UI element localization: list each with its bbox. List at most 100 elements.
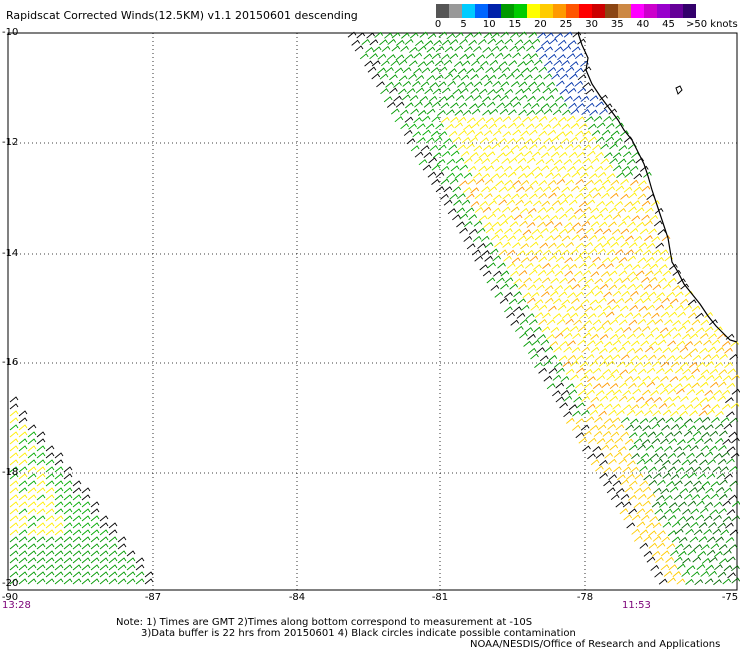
wind-barb	[568, 214, 577, 221]
wind-barb	[438, 66, 448, 73]
wind-barb	[674, 355, 683, 362]
wind-barb	[670, 346, 680, 353]
wind-barb	[628, 382, 637, 389]
wind-barb	[654, 571, 663, 578]
wind-barb	[515, 199, 524, 206]
wind-barb	[608, 270, 618, 277]
wind-barb	[526, 45, 535, 52]
wind-barb	[509, 221, 519, 228]
wind-barb	[495, 180, 504, 187]
wind-barb	[686, 452, 695, 459]
wind-barb	[90, 522, 100, 529]
wind-barb	[695, 327, 705, 334]
wind-barb	[496, 102, 505, 109]
wind-barb	[643, 474, 652, 481]
wind-barb	[709, 556, 718, 563]
wind-barb	[582, 332, 592, 339]
lon-label: -81	[431, 592, 449, 603]
wind-barb	[590, 396, 600, 403]
wind-barb	[504, 179, 513, 186]
wind-barb	[579, 186, 588, 193]
wind-barb	[588, 136, 597, 143]
wind-barb	[575, 382, 584, 389]
wind-barb	[656, 417, 666, 424]
wind-barb	[686, 374, 695, 381]
wind-barb	[538, 66, 548, 73]
wind-barb	[627, 283, 636, 290]
wind-barb	[552, 122, 562, 129]
wind-barb	[435, 74, 444, 81]
wind-barb	[36, 522, 46, 529]
wind-barb	[471, 108, 481, 115]
wind-barb	[9, 501, 19, 508]
wind-barb	[718, 369, 728, 376]
wind-barb	[381, 45, 391, 52]
wind-barb	[585, 290, 595, 297]
wind-barb	[673, 556, 683, 563]
wind-barb	[682, 557, 691, 564]
wind-barb	[599, 333, 609, 340]
wind-barb	[347, 31, 357, 38]
wind-barb	[460, 74, 470, 81]
wind-barb	[545, 94, 555, 101]
wind-barb	[564, 257, 573, 264]
wind-barb	[651, 236, 661, 243]
wind-barb	[590, 285, 600, 292]
wind-barb	[90, 564, 100, 571]
wind-barb	[687, 549, 697, 556]
wind-barb	[426, 108, 436, 115]
colorbar-label: 45	[662, 19, 675, 30]
wind-barb	[533, 277, 542, 284]
wind-barb	[479, 200, 488, 207]
wind-barb	[9, 529, 19, 536]
wind-barb	[398, 59, 408, 66]
wind-barb	[81, 571, 91, 578]
wind-barb	[570, 185, 580, 192]
wind-barb	[660, 488, 670, 495]
wind-barb	[594, 278, 604, 285]
wind-barb	[656, 495, 665, 502]
wind-barb	[726, 509, 736, 516]
wind-barb	[385, 67, 394, 74]
wind-barb	[583, 320, 593, 327]
wind-barb	[581, 220, 591, 227]
wind-barb	[588, 187, 598, 194]
wind-barb	[487, 74, 497, 81]
wind-barb	[614, 200, 624, 208]
wind-barb	[546, 269, 555, 276]
wind-barb	[517, 235, 527, 242]
wind-barb	[568, 263, 578, 270]
wind-barb	[482, 96, 491, 103]
wind-barb	[583, 193, 593, 200]
wind-barb	[568, 102, 577, 109]
wind-barb	[412, 131, 422, 138]
wind-barb	[72, 550, 82, 557]
wind-barb	[645, 346, 654, 353]
wind-barb	[535, 46, 545, 53]
wind-barb	[470, 87, 480, 94]
wind-barb	[574, 80, 584, 87]
wind-barb	[649, 341, 658, 348]
wind-barb	[554, 285, 564, 292]
wind-barb	[594, 165, 604, 172]
wind-barb	[650, 564, 660, 571]
wind-barb	[515, 88, 524, 95]
wind-barb	[639, 165, 649, 172]
wind-barb	[707, 458, 716, 465]
wind-barb	[387, 38, 397, 45]
wind-barb	[556, 318, 566, 325]
wind-barb	[639, 465, 648, 472]
wind-barb	[518, 283, 527, 290]
wind-barb	[117, 571, 127, 578]
wind-barb	[568, 404, 578, 411]
wind-barb	[645, 256, 655, 263]
wind-barb	[571, 283, 581, 290]
wind-barb	[483, 221, 492, 229]
wind-barb	[504, 88, 514, 95]
wind-barb	[81, 578, 91, 585]
wind-barb	[624, 297, 634, 304]
wind-barb	[117, 550, 127, 557]
wind-barb	[578, 250, 588, 257]
wind-barb	[581, 284, 590, 291]
